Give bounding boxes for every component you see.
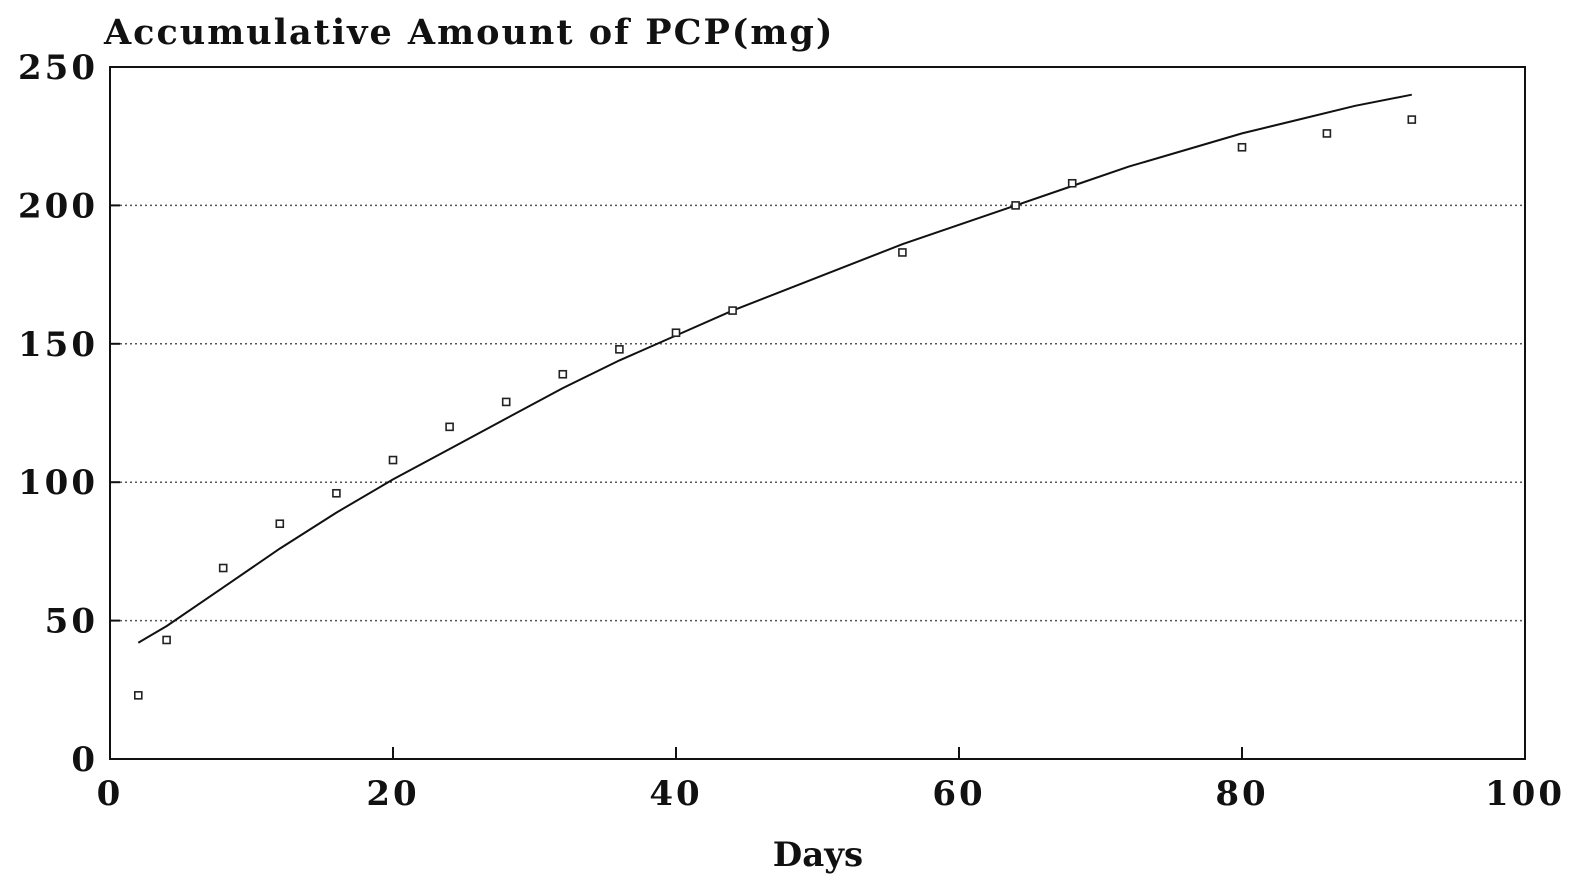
x-tick-label: 100 (1485, 774, 1565, 814)
y-tick-label: 150 (18, 325, 98, 365)
y-tick-labels: 0 50 100 150 200 250 (18, 48, 98, 780)
data-point (898, 248, 907, 257)
data-point (728, 306, 737, 315)
x-tick-label: 0 (97, 774, 124, 814)
data-point (1067, 178, 1077, 188)
data-points (134, 115, 1417, 700)
y-tick-label: 0 (71, 740, 98, 780)
data-point (1407, 115, 1417, 124)
y-tick-label: 200 (18, 186, 98, 226)
x-tick-label: 60 (932, 774, 985, 814)
y-tick-label: 100 (18, 463, 98, 503)
data-point (445, 422, 454, 432)
x-tick-label: 80 (1215, 774, 1268, 814)
data-point (615, 345, 624, 354)
y-tick-label: 250 (18, 48, 98, 88)
x-tick-label: 40 (649, 774, 702, 814)
x-tick-label: 20 (366, 774, 419, 814)
data-point (275, 519, 285, 529)
fitted-line (137, 93, 1412, 644)
data-point (388, 455, 398, 465)
data-point (671, 328, 681, 338)
data-point (134, 691, 143, 700)
data-point (501, 397, 511, 407)
y-tick-label: 50 (45, 602, 98, 642)
data-point (1237, 142, 1247, 152)
axis-ticks (109, 66, 1526, 760)
data-point (218, 563, 228, 573)
data-point (332, 488, 341, 498)
data-point (1011, 201, 1020, 210)
data-point (558, 369, 568, 379)
plot-frame (109, 66, 1526, 760)
data-point (162, 635, 171, 645)
x-tick-labels: 0 20 40 60 80 100 (97, 774, 1565, 814)
chart-title: Accumulative Amount of PCP(mg) (103, 12, 834, 53)
grid-lines (110, 204, 1525, 622)
data-point (1322, 129, 1332, 138)
x-axis-label: Days (773, 835, 863, 875)
